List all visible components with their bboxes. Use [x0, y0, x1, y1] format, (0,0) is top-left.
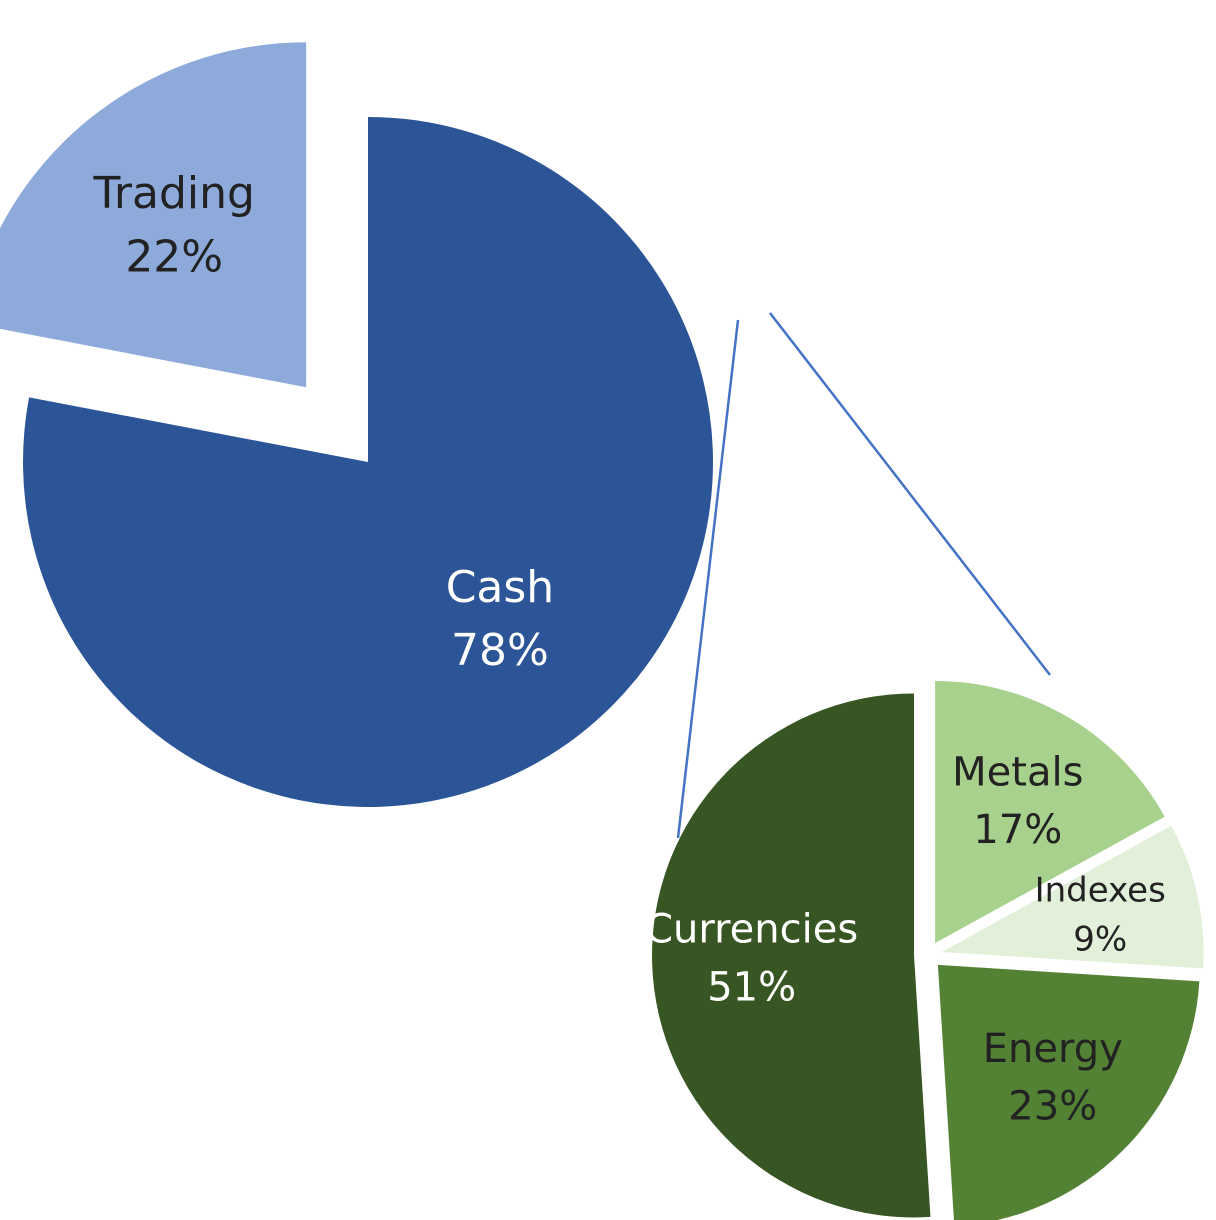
- slice-value-label: 51%: [707, 964, 796, 1010]
- slice-label: Cash: [446, 562, 555, 613]
- slice-value-label: 22%: [125, 231, 223, 282]
- connector-line: [769, 312, 1051, 676]
- slice-label: Currencies: [645, 907, 858, 953]
- pie-slice: [941, 825, 1204, 969]
- pie-slice: [652, 693, 931, 1218]
- slice-label: Metals: [952, 749, 1083, 795]
- slice-label: Trading: [93, 168, 255, 219]
- slice-value-label: 78%: [451, 625, 549, 676]
- slice-label: Energy: [983, 1026, 1123, 1072]
- pie-slice: [0, 42, 307, 388]
- slice-label: Indexes: [1035, 871, 1166, 911]
- slice-value-label: 9%: [1073, 919, 1127, 959]
- slice-value-label: 17%: [973, 807, 1062, 853]
- pie-slice: [935, 680, 1165, 943]
- pie-slice: [937, 964, 1200, 1220]
- slice-value-label: 23%: [1008, 1084, 1097, 1130]
- pie-slice: [23, 117, 713, 807]
- connector-line: [676, 319, 740, 839]
